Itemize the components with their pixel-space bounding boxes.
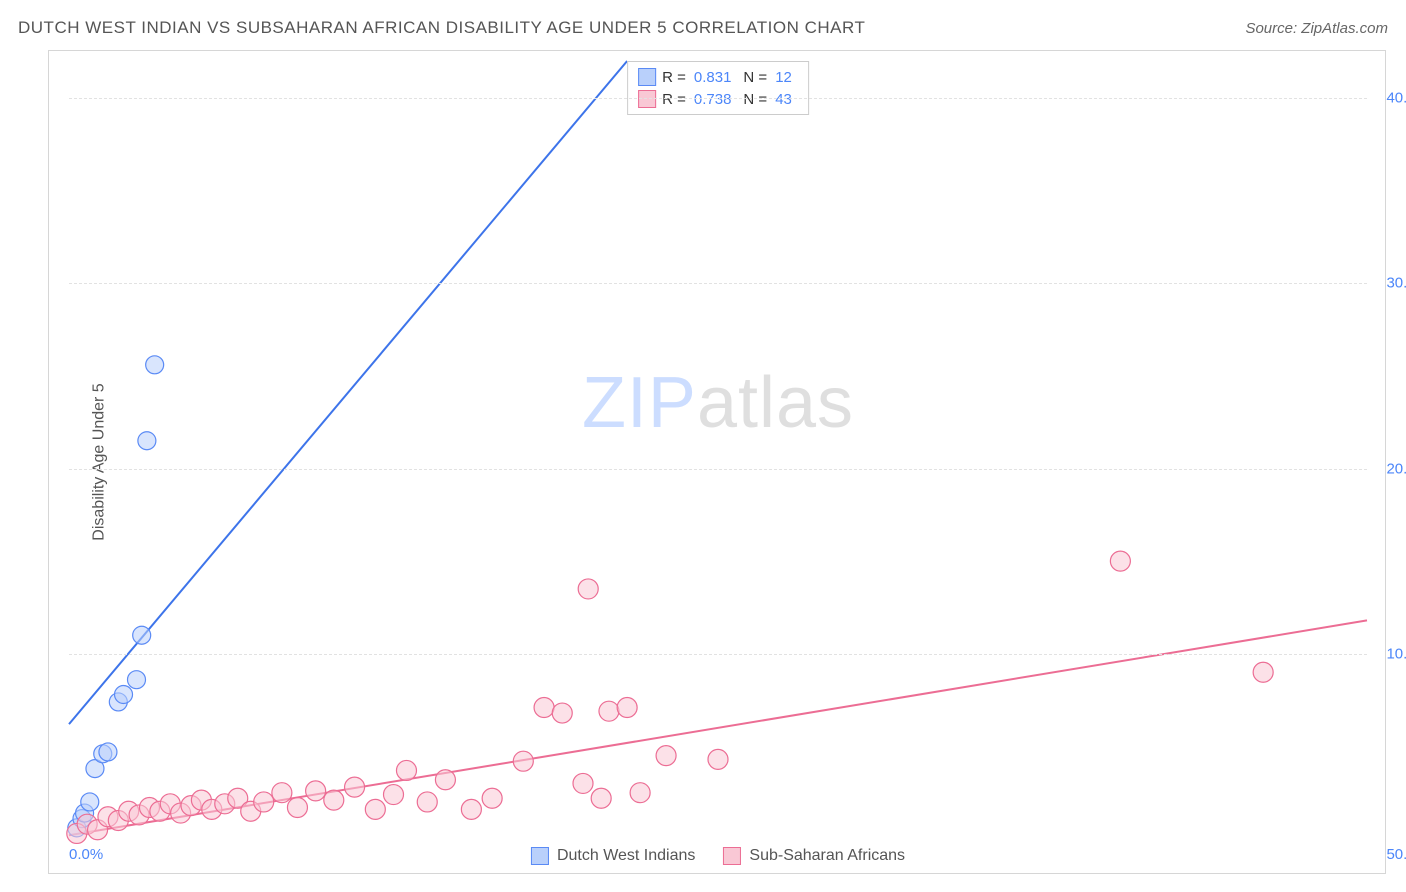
y-tick-label: 10.0% <box>1373 645 1406 662</box>
data-point-blue <box>146 356 164 374</box>
data-point-blue <box>81 793 99 811</box>
correlation-legend: R =0.831N =12R =0.738N =43 <box>627 61 809 115</box>
legend-row-blue: R = 0.831 N = 12 <box>638 66 798 88</box>
legend-item-blue: Dutch West Indians <box>531 847 695 865</box>
data-point-pink <box>272 783 292 803</box>
legend-label: Sub-Saharan Africans <box>749 847 905 865</box>
legend-R-label: R = <box>662 69 686 86</box>
plot-area: Disability Age Under 5 ZIPatlas R =0.831… <box>48 50 1386 874</box>
data-point-pink <box>345 777 365 797</box>
data-point-pink <box>513 751 533 771</box>
data-point-pink <box>599 701 619 721</box>
grid-line <box>69 654 1367 655</box>
data-point-pink <box>708 749 728 769</box>
data-point-pink <box>417 792 437 812</box>
legend-R-value: 0.831 <box>694 69 732 86</box>
grid-line <box>69 283 1367 284</box>
source-label: Source: ZipAtlas.com <box>1245 20 1388 37</box>
legend-swatch-blue <box>531 847 549 865</box>
legend-item-pink: Sub-Saharan Africans <box>723 847 905 865</box>
data-point-pink <box>630 783 650 803</box>
data-point-pink <box>1253 662 1273 682</box>
data-point-blue <box>115 686 133 704</box>
data-point-pink <box>482 788 502 808</box>
data-point-pink <box>365 799 385 819</box>
y-tick-label: 30.0% <box>1373 275 1406 292</box>
legend-N-label: N = <box>743 69 767 86</box>
data-point-pink <box>287 798 307 818</box>
data-point-pink <box>534 697 554 717</box>
data-point-pink <box>617 697 637 717</box>
data-point-pink <box>435 770 455 790</box>
y-tick-label: 20.0% <box>1373 460 1406 477</box>
legend-swatch-blue <box>638 68 656 86</box>
data-point-pink <box>1110 551 1130 571</box>
x-tick-min: 0.0% <box>69 846 103 863</box>
y-tick-label: 40.0% <box>1373 90 1406 107</box>
data-point-blue <box>133 626 151 644</box>
legend-N-value: 12 <box>775 69 792 86</box>
data-point-pink <box>306 781 326 801</box>
data-point-pink <box>324 790 344 810</box>
series-legend: Dutch West Indians Sub-Saharan Africans <box>531 847 905 865</box>
data-point-pink <box>396 760 416 780</box>
data-point-pink <box>254 792 274 812</box>
chart-title: DUTCH WEST INDIAN VS SUBSAHARAN AFRICAN … <box>18 18 865 38</box>
data-point-pink <box>573 773 593 793</box>
data-point-pink <box>591 788 611 808</box>
grid-line <box>69 469 1367 470</box>
data-point-pink <box>552 703 572 723</box>
data-point-blue <box>127 671 145 689</box>
data-point-blue <box>99 743 117 761</box>
trend-line-blue <box>69 61 627 724</box>
data-point-pink <box>656 746 676 766</box>
data-point-blue <box>138 432 156 450</box>
x-tick-max: 50.0% <box>1373 846 1406 863</box>
data-point-pink <box>578 579 598 599</box>
data-point-pink <box>461 799 481 819</box>
legend-label: Dutch West Indians <box>557 847 695 865</box>
grid-line <box>69 98 1367 99</box>
legend-swatch-pink <box>723 847 741 865</box>
data-point-pink <box>384 785 404 805</box>
